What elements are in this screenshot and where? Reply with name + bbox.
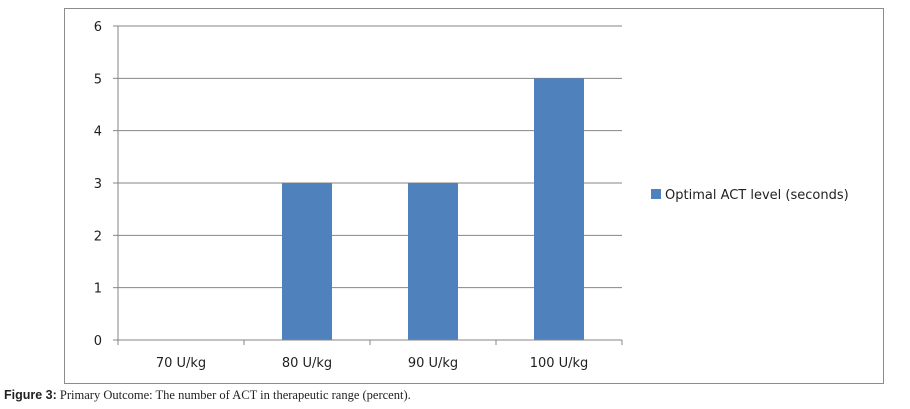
x-tick-label: 80 U/kg (282, 356, 332, 371)
y-tick-label: 5 (94, 72, 102, 87)
y-tick-label: 4 (94, 125, 102, 140)
y-tick-label: 1 (94, 282, 102, 297)
axes: 0 1 2 3 4 5 6 70 U/kg 80 U/kg 90 U/kg 100 U/kg (94, 20, 623, 371)
y-tick-label: 2 (94, 229, 102, 244)
legend: Optimal ACT level (seconds) (651, 188, 849, 203)
bar (282, 183, 332, 340)
y-tick-label: 6 (94, 20, 102, 35)
figure-caption: Figure 3: Primary Outcome: The number of… (4, 388, 411, 403)
caption-label: Figure 3: (4, 388, 57, 402)
x-tick-label: 70 U/kg (156, 356, 206, 371)
x-tick-label: 100 U/kg (530, 356, 589, 371)
y-tick-label: 0 (94, 334, 102, 349)
bars (282, 78, 584, 340)
chart-frame (64, 8, 884, 384)
bar (534, 78, 584, 340)
legend-label: Optimal ACT level (seconds) (665, 188, 849, 203)
y-tick-label: 3 (94, 177, 102, 192)
x-tick-label: 90 U/kg (408, 356, 458, 371)
bar (408, 183, 458, 340)
legend-swatch (651, 189, 661, 199)
caption-text: Primary Outcome: The number of ACT in th… (59, 388, 411, 402)
